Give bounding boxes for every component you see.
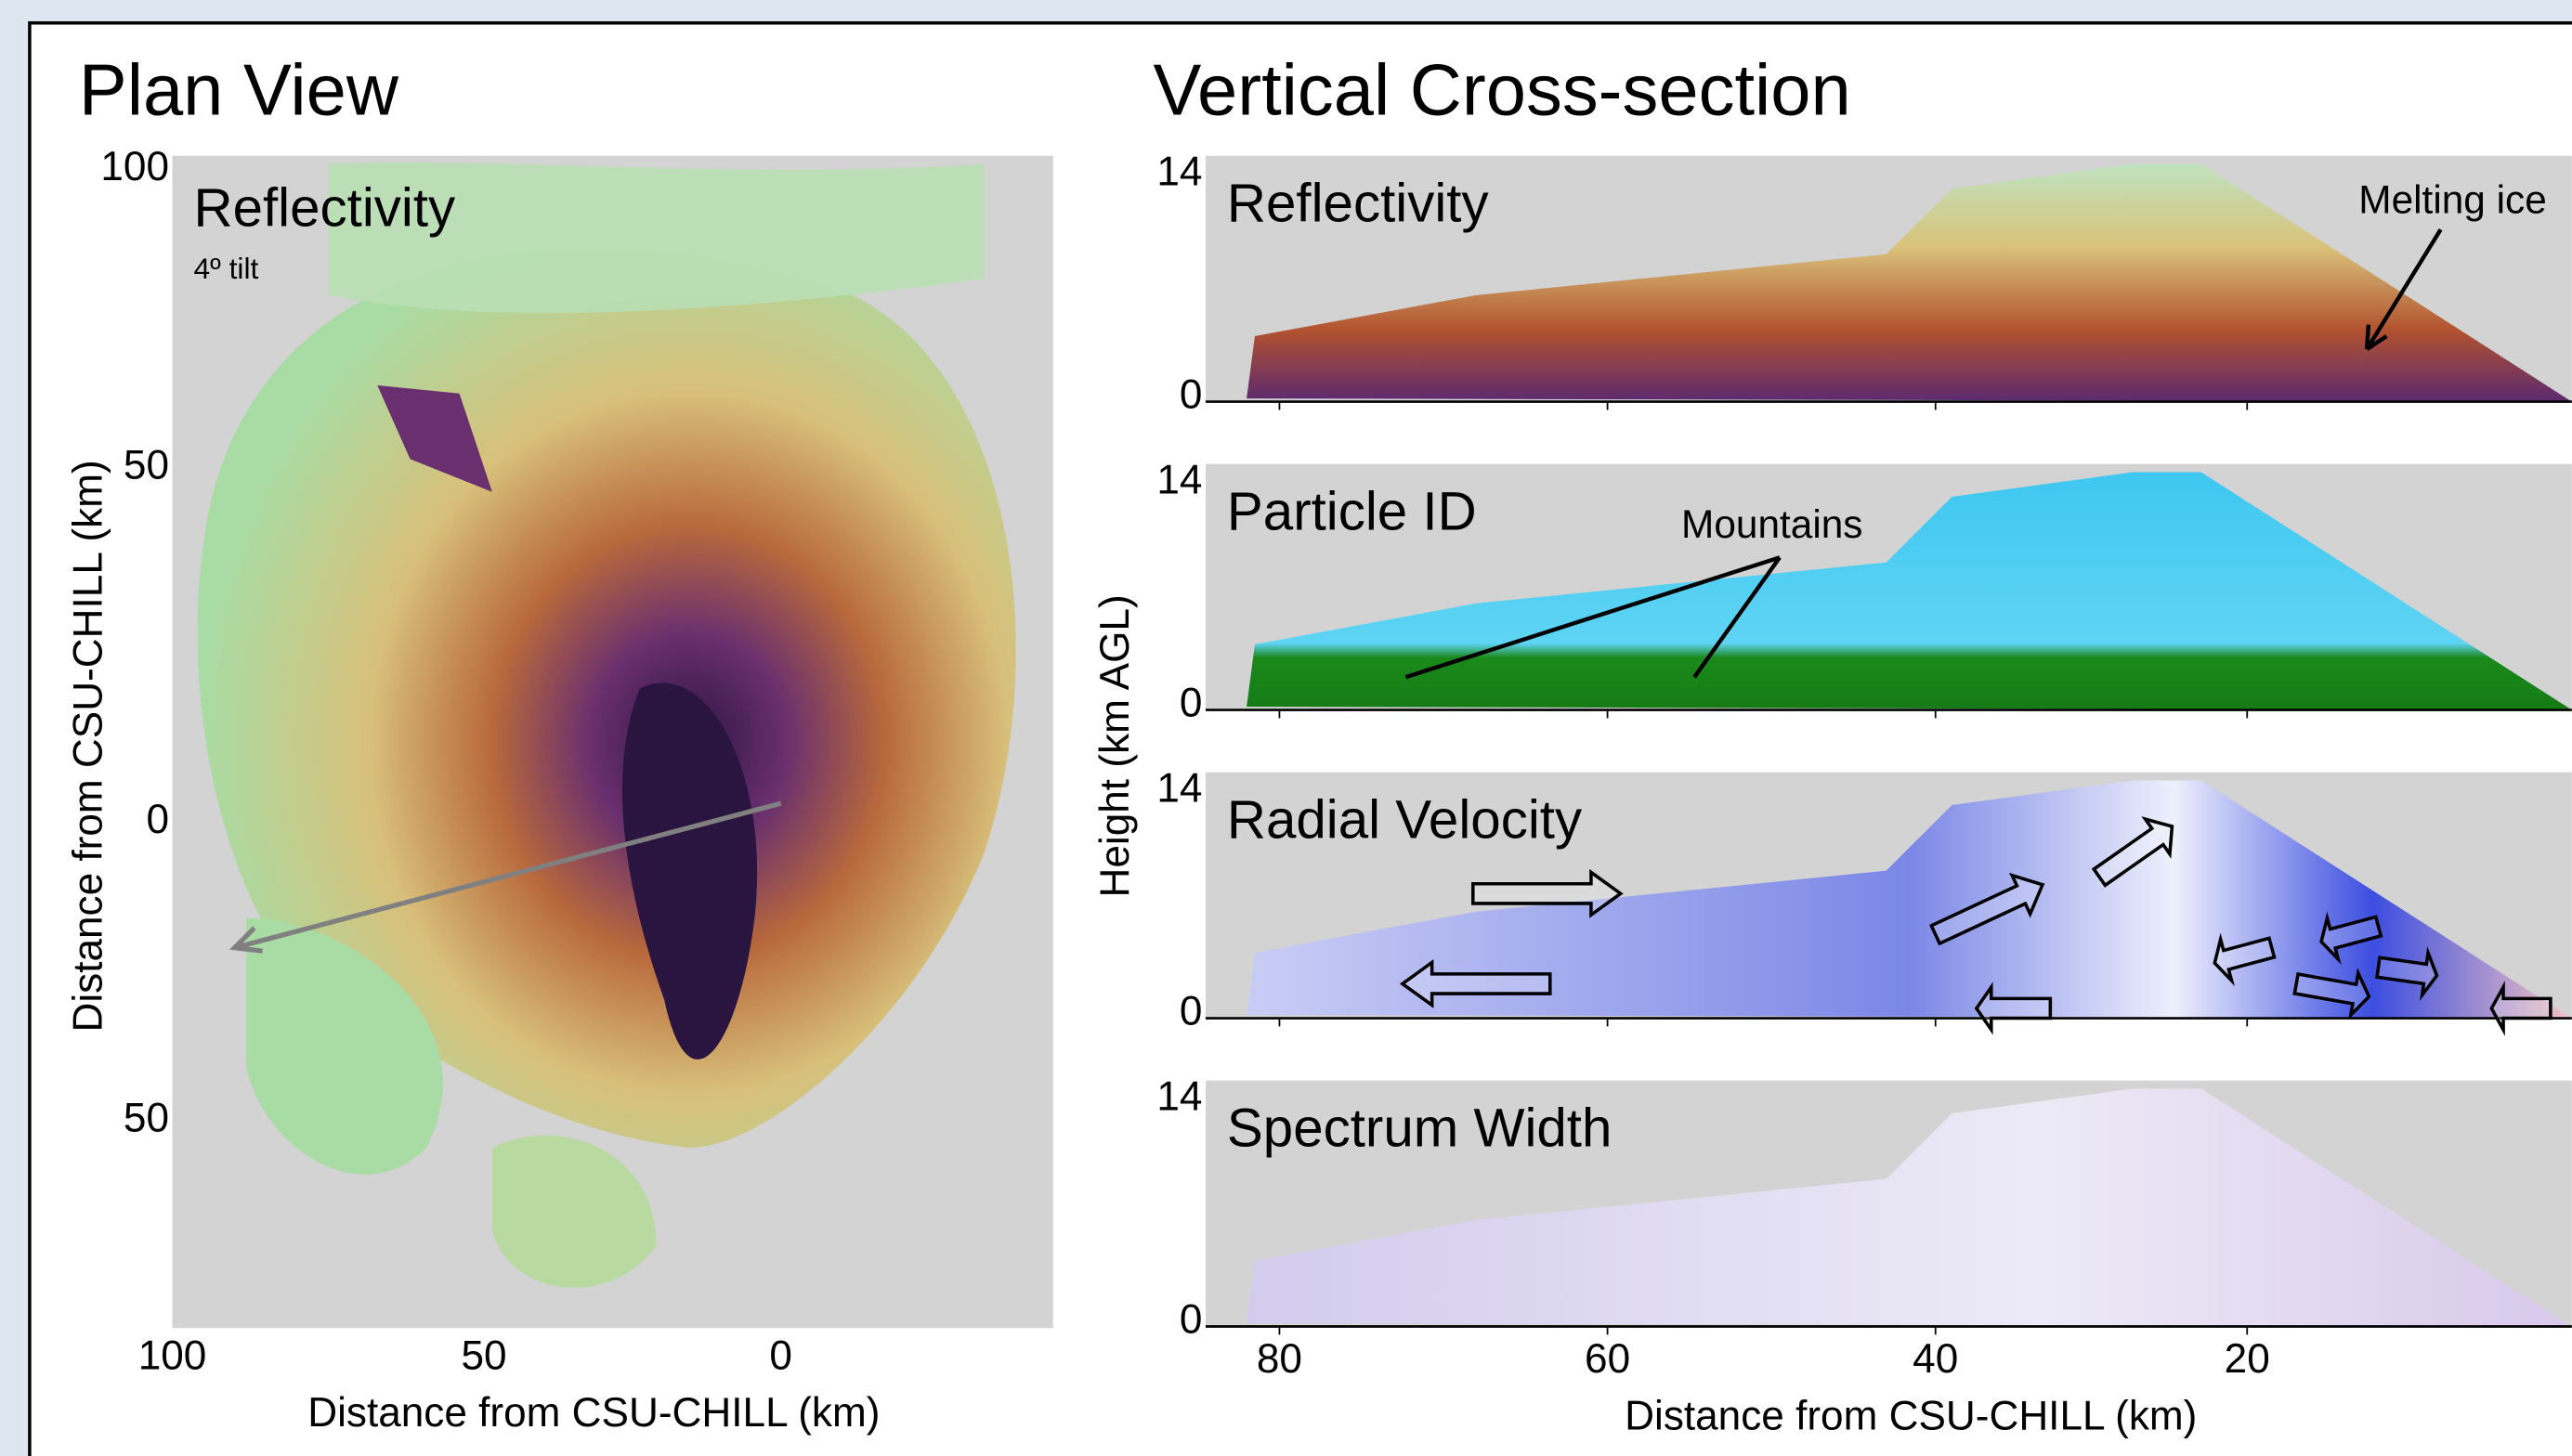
y-tick-label: 0 [146, 797, 169, 842]
y-tick-label: 0 [1180, 1297, 1203, 1343]
y-tick-label: 50 [124, 1095, 169, 1140]
annotation: Melting ice [2358, 178, 2546, 222]
y-tick-label: 14 [1156, 457, 1202, 502]
y-tick-label: 14 [1156, 150, 1202, 195]
section-title: Vertical Cross-section [1153, 51, 1850, 131]
page: {"plan_view":{"title":"Plan View","panel… [0, 0, 2572, 1456]
panel-label: Reflectivity [1227, 173, 1490, 233]
annotation: Mountains [1681, 502, 1862, 546]
x-axis-label: Distance from CSU-CHILL (km) [1625, 1394, 2197, 1439]
x-tick-label: 100 [138, 1332, 207, 1378]
y-tick-label: 14 [1156, 1073, 1202, 1119]
plan-image [173, 156, 1053, 1329]
y-tick-label: 100 [100, 144, 169, 189]
x-axis-label: Distance from CSU-CHILL (km) [307, 1390, 880, 1436]
figure: Plan View Vertical Cross-section Reflect… [0, 0, 2572, 1456]
y-axis-label: Distance from CSU-CHILL (km) [66, 460, 111, 1032]
panel-label: Radial Velocity [1227, 789, 1583, 850]
plan-panel-label: Reflectivity [194, 178, 457, 239]
x-tick-label: 50 [461, 1332, 506, 1378]
panel-label: Spectrum Width [1227, 1098, 1612, 1158]
x-tick-label: 40 [1913, 1336, 1958, 1382]
x-tick-label: 60 [1585, 1336, 1630, 1382]
x-tick-label: 80 [1257, 1336, 1302, 1382]
tilt-label: 4º tilt [194, 252, 259, 285]
plan-title: Plan View [79, 51, 399, 131]
x-tick-label: 20 [2225, 1336, 2270, 1382]
y-tick-label: 0 [1180, 989, 1203, 1034]
y-tick-label: 0 [1180, 372, 1203, 418]
panel-label: Particle ID [1227, 481, 1477, 541]
y-tick-label: 14 [1156, 765, 1202, 811]
y-tick-label: 50 [124, 443, 169, 488]
y-axis-label: Height (km AGL) [1092, 594, 1138, 897]
x-tick-label: 0 [769, 1332, 792, 1378]
y-tick-label: 0 [1180, 681, 1203, 726]
